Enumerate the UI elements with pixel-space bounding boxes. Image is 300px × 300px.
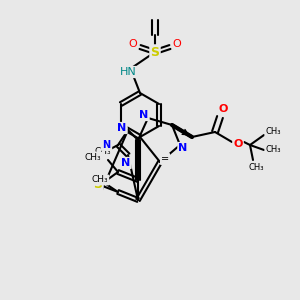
Text: CH₃: CH₃ — [95, 148, 111, 157]
Text: N: N — [178, 143, 188, 153]
Text: N: N — [122, 158, 130, 168]
Text: HN: HN — [120, 67, 136, 77]
Text: N: N — [117, 123, 127, 133]
Text: O: O — [172, 39, 182, 49]
Text: CH₃: CH₃ — [265, 146, 281, 154]
Text: CH₃: CH₃ — [248, 163, 264, 172]
Text: O: O — [129, 39, 137, 49]
Text: CH₃: CH₃ — [265, 127, 281, 136]
Text: N: N — [140, 110, 148, 120]
Text: S: S — [151, 46, 160, 59]
Text: N: N — [102, 140, 110, 150]
Text: =: = — [161, 154, 169, 164]
Text: O: O — [233, 139, 243, 149]
Text: O: O — [218, 104, 228, 114]
Text: CH₃: CH₃ — [92, 176, 108, 184]
Text: S: S — [94, 178, 103, 191]
Text: CH₃: CH₃ — [85, 152, 101, 161]
